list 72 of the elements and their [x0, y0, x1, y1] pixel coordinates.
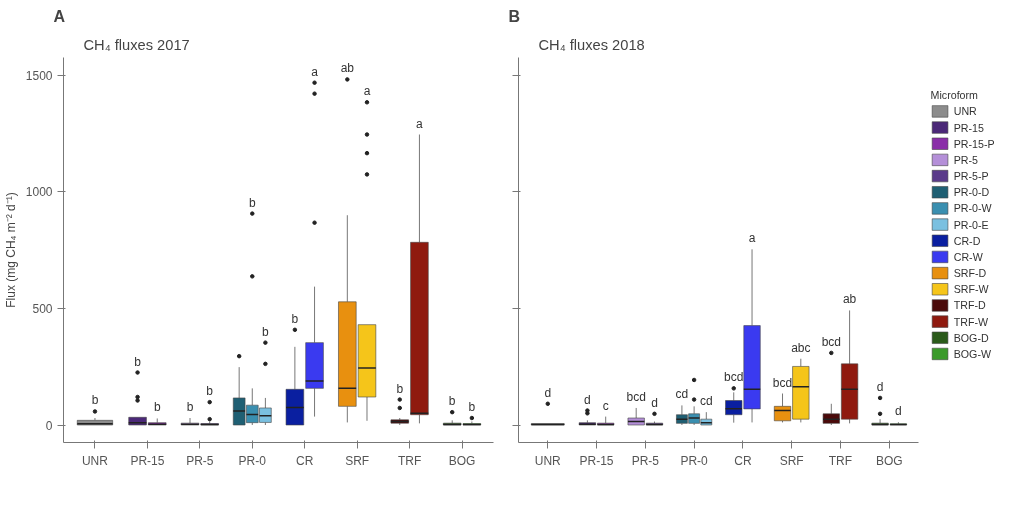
- text: d: [651, 395, 658, 410]
- y-tick-label: 1000: [25, 185, 53, 200]
- text: b: [262, 324, 269, 339]
- legend-label: PR-0-D: [953, 186, 990, 199]
- text: b: [91, 393, 99, 408]
- x-tick-label: CR: [296, 453, 314, 468]
- legend-label: PR-15: [953, 121, 984, 134]
- text: b: [153, 400, 161, 415]
- y-tick-label: 0: [45, 418, 53, 433]
- chart-title: CH₄ fluxes 2017: [83, 36, 190, 53]
- text: a: [363, 84, 371, 99]
- x-tick-label: BOG: [448, 453, 476, 468]
- x-tick-label: PR-15: [579, 453, 614, 468]
- legend-label: PR-0-E: [953, 218, 989, 231]
- legend-label: BOG-W: [953, 347, 992, 360]
- x-tick-label: SRF: [779, 453, 804, 468]
- text: b: [468, 400, 476, 414]
- text: a: [748, 231, 756, 246]
- x-tick-label: PR-15: [130, 453, 165, 468]
- text: b: [448, 394, 456, 409]
- text: b: [134, 354, 141, 369]
- text: a: [311, 64, 318, 79]
- legend-label: SRF-W: [953, 283, 990, 296]
- text: ab: [842, 292, 857, 307]
- x-tick-label: PR-0: [238, 453, 267, 468]
- legend-label: PR-0-W: [953, 202, 993, 215]
- x-tick-label: UNR: [534, 453, 562, 468]
- text: d: [876, 379, 884, 394]
- text: d: [895, 404, 902, 419]
- legend-label: UNR: [953, 105, 978, 118]
- text: b: [396, 381, 404, 396]
- text: cd: [675, 387, 689, 402]
- text: d: [584, 392, 591, 407]
- text: b: [186, 400, 194, 414]
- legend-label: BOG-D: [953, 331, 989, 344]
- x-tick-label: BOG: [875, 453, 903, 468]
- text: b: [206, 384, 214, 399]
- y-tick-label: 1500: [25, 68, 53, 83]
- legend-label: CR-D: [953, 234, 981, 247]
- y-tick-label: 500: [32, 301, 53, 316]
- legend-label: TRF-D: [953, 299, 986, 312]
- text: b: [248, 195, 256, 210]
- text: d: [544, 385, 552, 400]
- legend-label: SRF-D: [953, 267, 987, 280]
- text: b: [291, 311, 299, 326]
- text: B: [508, 7, 521, 25]
- text: ab: [340, 61, 355, 76]
- text: abc: [791, 340, 811, 355]
- text: c: [602, 398, 609, 413]
- legend-label: PR-5: [953, 153, 979, 166]
- x-tick-label: PR-5: [631, 453, 660, 468]
- x-tick-label: SRF: [345, 453, 370, 468]
- text: bcd: [772, 375, 793, 390]
- text: a: [416, 116, 423, 131]
- legend-label: PR-5-P: [953, 170, 989, 183]
- x-tick-label: CR: [734, 453, 752, 468]
- legend-label: CR-W: [953, 250, 984, 263]
- x-tick-label: PR-0: [680, 453, 709, 468]
- legend-label: TRF-W: [953, 315, 989, 328]
- x-tick-label: TRF: [828, 453, 853, 468]
- x-tick-label: UNR: [81, 453, 109, 468]
- x-tick-label: TRF: [397, 453, 422, 468]
- y-axis-title: Flux (mg CH₄ m⁻² d⁻¹): [3, 192, 18, 308]
- text: cd: [699, 394, 713, 409]
- text: A: [53, 7, 66, 25]
- x-tick-label: PR-5: [186, 453, 214, 468]
- text: bcd: [821, 334, 841, 349]
- chart-title: CH₄ fluxes 2018: [538, 36, 645, 53]
- text: bcd: [626, 389, 646, 404]
- text: bcd: [724, 370, 744, 385]
- legend-title: Microform: [930, 89, 979, 102]
- legend-label: PR-15-P: [953, 137, 995, 150]
